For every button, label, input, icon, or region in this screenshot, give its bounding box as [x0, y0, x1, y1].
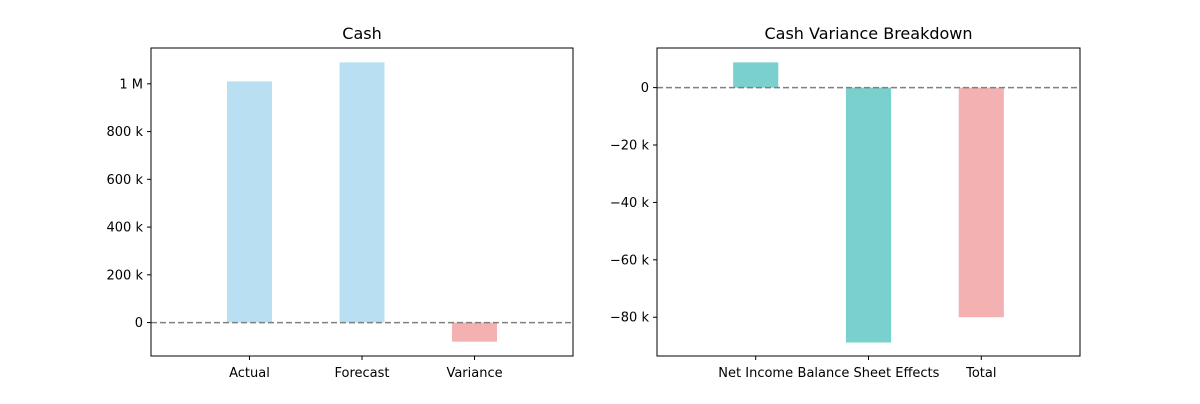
chart-title: Cash Variance Breakdown [764, 24, 972, 43]
x-tick-label: Forecast [334, 366, 389, 381]
y-tick-label: 800 k [107, 125, 144, 140]
y-tick-label: 1 M [119, 77, 143, 92]
y-tick-label: 0 [641, 81, 649, 96]
y-tick-label: −60 k [610, 253, 650, 268]
chart-title: Cash [342, 24, 381, 43]
y-tick-label: 600 k [107, 173, 144, 188]
bar-balance-sheet-effects [845, 87, 892, 343]
y-tick-label: −20 k [610, 139, 650, 154]
bar-variance [452, 322, 498, 342]
y-tick-label: 0 [135, 316, 143, 331]
chart-panel-1: 0 200 k 400 k 600 k 800 k 1 M Actual Forecast Va… [107, 24, 574, 381]
bar-forecast [339, 62, 385, 323]
bar-net-income [733, 62, 779, 88]
x-tick-label: Actual [229, 366, 270, 381]
bar-total [958, 87, 1004, 318]
y-tick-label: −40 k [610, 196, 650, 211]
chart-panel-2: 0 −20 k −40 k −60 k −80 k Net Income Balance S… [610, 24, 1081, 381]
x-tick-label: Net Income [718, 366, 793, 381]
x-tick-label: Variance [446, 366, 502, 381]
y-tick-label: 200 k [107, 268, 144, 283]
x-tick-label: Balance Sheet Effects [798, 366, 940, 381]
x-tick-label: Total [965, 366, 996, 381]
bar-actual [226, 81, 272, 323]
y-tick-label: 400 k [107, 221, 144, 236]
y-tick-label: −80 k [610, 311, 650, 326]
